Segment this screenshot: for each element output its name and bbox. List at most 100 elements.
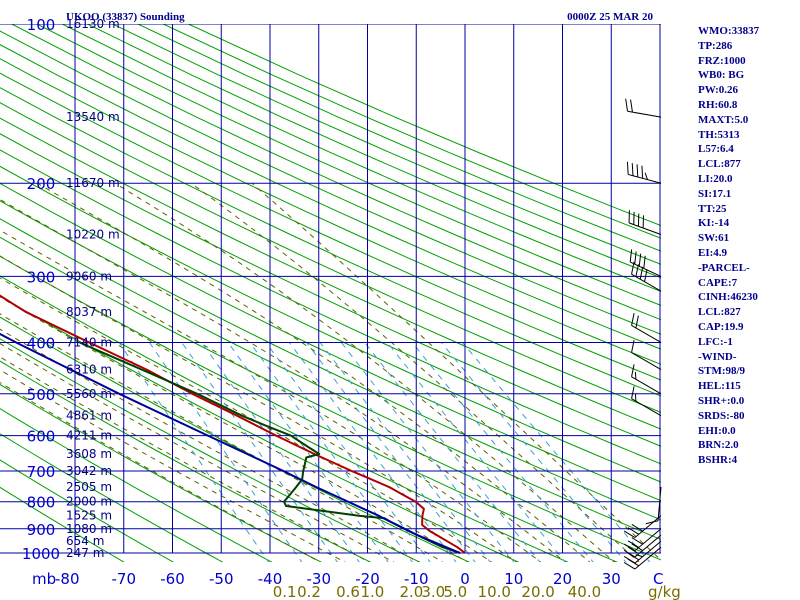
height-label: 9060 m (66, 269, 112, 283)
wind-barb (626, 161, 662, 184)
wind-barb-staff (631, 352, 662, 370)
wind-barb-staff (634, 546, 662, 570)
dry-adiabat (87, 24, 661, 279)
wind-barb-staff (634, 515, 662, 538)
temperature-tick-label: 0 (460, 570, 470, 588)
wind-barb (628, 210, 662, 235)
mixing-ratio-line (249, 342, 413, 562)
wind-barb-staff (631, 398, 662, 417)
height-label: 1525 m (66, 509, 112, 523)
mixing-ratio-line (201, 342, 360, 562)
wind-barb (631, 386, 662, 417)
mixing-ratio-label: 3.0 (421, 583, 445, 600)
dry-adiabat (0, 383, 323, 562)
pressure-tick-label: 300 (27, 268, 56, 286)
mixing-ratio-label: 1.0 (360, 583, 384, 600)
temperature-tick-label: -80 (55, 570, 80, 588)
wind-barb-staff (628, 173, 662, 184)
temperature-unit-label: C (653, 570, 663, 588)
wind-barb-feather (627, 552, 640, 561)
moist-adiabat (114, 182, 615, 562)
mixing-ratio-line (411, 342, 594, 562)
mixing-ratio-label: 0.1 (273, 583, 297, 600)
mixing-ratio-label: 0.2 (297, 583, 321, 600)
index-value: TP:286 (698, 39, 733, 52)
moist-adiabat (0, 382, 322, 562)
dry-adiabat (0, 459, 175, 562)
temperature-tick-label: 10 (504, 570, 523, 588)
dry-adiabat (0, 87, 661, 397)
pressure-tick-label: 900 (27, 521, 56, 539)
index-value: -PARCEL- (698, 261, 750, 274)
dry-adiabat (0, 408, 273, 562)
dry-adiabat (112, 24, 661, 265)
index-value: SW:61 (698, 232, 730, 245)
height-label: 2000 m (66, 495, 112, 509)
wind-barb (645, 486, 662, 525)
dry-adiabat (0, 30, 661, 335)
index-value: KI:-14 (698, 217, 730, 230)
wind-barb-staff (657, 486, 662, 521)
wind-barb-staff (628, 222, 662, 235)
index-value: LFC:-1 (698, 335, 733, 348)
wind-barb (631, 340, 662, 370)
mixing-ratio-line (181, 342, 338, 562)
height-label: 13540 m (66, 110, 120, 124)
mixing-ratio-line (387, 342, 566, 562)
index-value: LCL:827 (698, 306, 741, 319)
wind-barb (623, 546, 662, 570)
temperature-tick-label: -10 (404, 570, 429, 588)
index-value: SHR+:0.0 (698, 394, 745, 407)
dry-adiabat (0, 58, 661, 365)
wind-barb-feather (631, 537, 643, 545)
pressure-tick-label: 100 (27, 16, 56, 34)
wind-barb-feather (631, 386, 635, 399)
dry-adiabat (61, 24, 661, 293)
temperature-tick-label: 30 (602, 570, 621, 588)
height-label: 10220 m (66, 228, 120, 242)
mixing-ratio-unit-label: g/kg (648, 583, 681, 600)
height-label: 8037 m (66, 305, 112, 319)
wind-barb (625, 98, 662, 118)
temperature-tick-label: -40 (258, 570, 283, 588)
temperature-profile (0, 294, 466, 554)
dry-adiabat (11, 24, 661, 321)
moist-adiabat (0, 356, 370, 562)
pressure-tick-label: 600 (27, 428, 56, 446)
index-value: TH:5313 (698, 128, 740, 141)
dry-adiabat (0, 182, 661, 502)
index-value: LCL:877 (698, 158, 741, 171)
wind-barb-feather (623, 543, 636, 552)
wind-barb-feather (627, 558, 640, 567)
index-value: BRN:2.0 (698, 439, 739, 452)
height-label: 3608 m (66, 447, 112, 461)
wind-barb-feather (639, 266, 644, 280)
index-value: TT:25 (698, 202, 727, 215)
wind-barb (623, 515, 662, 538)
pressure-tick-label: 200 (27, 175, 56, 193)
mixing-ratio-line (288, 342, 457, 562)
mixing-ratio-line (341, 342, 515, 562)
height-label: 654 m (66, 534, 104, 548)
sounding-profiles (0, 294, 466, 554)
wind-barb-feather (644, 172, 648, 180)
height-label: 7140 m (66, 335, 112, 349)
index-value: SRDS:-80 (698, 409, 745, 422)
moist-adiabat (36, 182, 591, 562)
mixing-ratio-label: 5.0 (443, 583, 467, 600)
dry-adiabat (36, 24, 661, 306)
wind-barb (629, 249, 662, 277)
index-value: EI:4.9 (698, 246, 728, 259)
index-value: LI:20.0 (698, 172, 733, 185)
wind-barb-feather (625, 98, 629, 112)
wind-barb-feather (623, 561, 636, 570)
temperature-pressure-grid (0, 24, 661, 554)
wind-barb-feather (645, 520, 659, 525)
height-label: 3042 m (66, 464, 112, 478)
wind-barb (631, 312, 662, 343)
mixing-ratio-label: 10.0 (478, 583, 511, 600)
wind-barb-feather (627, 540, 640, 548)
wind-barb-staff (631, 325, 662, 343)
